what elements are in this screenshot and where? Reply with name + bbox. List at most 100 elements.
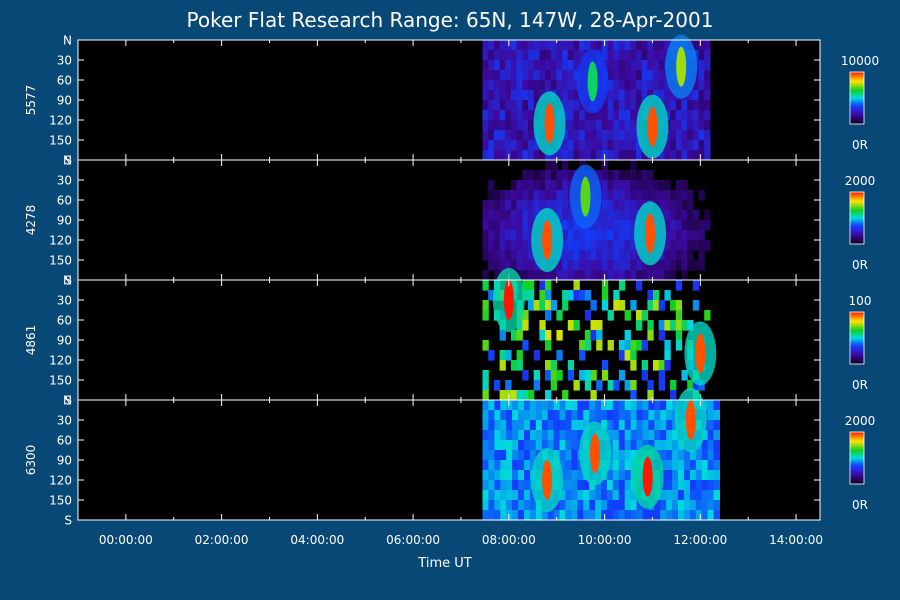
intensity-cell	[577, 490, 584, 501]
intensity-cell	[493, 210, 501, 221]
intensity-cell	[493, 40, 501, 51]
intensity-cell	[624, 190, 631, 201]
intensity-cell	[624, 70, 631, 81]
intensity-cell	[493, 260, 501, 271]
intensity-cell	[713, 420, 720, 431]
intensity-cell	[596, 130, 603, 141]
intensity-cell	[630, 100, 637, 111]
intensity-cell	[524, 430, 531, 441]
intensity-cell	[510, 70, 518, 81]
intensity-cell	[648, 400, 655, 411]
intensity-cell	[681, 370, 688, 381]
intensity-cell	[658, 320, 665, 331]
aurora-arc	[587, 61, 598, 102]
intensity-cell	[624, 90, 631, 101]
intensity-cell	[704, 120, 711, 131]
intensity-cell	[658, 150, 665, 161]
intensity-cell	[607, 90, 614, 101]
intensity-cell	[647, 190, 654, 201]
intensity-cell	[488, 140, 495, 151]
intensity-cell	[545, 180, 552, 191]
intensity-cell	[579, 270, 586, 281]
intensity-cell	[698, 90, 705, 101]
intensity-cell	[590, 320, 597, 331]
intensity-cell	[607, 150, 614, 161]
intensity-cell	[660, 440, 667, 451]
intensity-cell	[505, 230, 512, 241]
intensity-cell	[571, 470, 578, 481]
intensity-cell	[512, 470, 519, 481]
intensity-cell	[618, 180, 626, 191]
intensity-cell	[687, 240, 694, 251]
intensity-cell	[670, 210, 677, 221]
intensity-cell	[577, 470, 584, 481]
intensity-cell	[704, 210, 711, 221]
intensity-cell	[707, 500, 715, 511]
intensity-cell	[704, 110, 711, 121]
intensity-cell	[499, 110, 506, 121]
intensity-cell	[624, 260, 631, 271]
intensity-cell	[533, 210, 540, 221]
intensity-cell	[545, 150, 552, 161]
intensity-cell	[636, 180, 643, 191]
intensity-cell	[583, 400, 590, 411]
intensity-cell	[683, 470, 691, 481]
intensity-cell	[698, 40, 705, 51]
intensity-cell	[689, 470, 697, 481]
intensity-cell	[624, 240, 631, 251]
intensity-cell	[613, 270, 620, 281]
intensity-cell	[493, 90, 501, 101]
intensity-cell	[704, 140, 711, 151]
intensity-cell	[482, 460, 489, 471]
intensity-cell	[653, 290, 660, 301]
intensity-cell	[567, 320, 575, 331]
intensity-cell	[505, 120, 512, 131]
intensity-cell	[562, 230, 569, 241]
intensity-cell	[516, 220, 523, 231]
intensity-cell	[567, 150, 575, 161]
intensity-cell	[692, 260, 700, 271]
intensity-cell	[562, 270, 569, 281]
intensity-cell	[567, 260, 575, 271]
intensity-cell	[512, 490, 519, 501]
intensity-cell	[506, 510, 513, 521]
intensity-cell	[601, 370, 609, 381]
intensity-cell	[618, 240, 626, 251]
intensity-cell	[596, 340, 603, 351]
intensity-cell	[539, 170, 546, 181]
intensity-cell	[510, 40, 518, 51]
intensity-cell	[506, 430, 513, 441]
intensity-cell	[647, 80, 654, 91]
intensity-cell	[647, 330, 654, 341]
intensity-cell	[641, 270, 648, 281]
intensity-cell	[550, 380, 557, 391]
intensity-cell	[675, 250, 683, 261]
intensity-cell	[630, 410, 638, 421]
intensity-cell	[522, 230, 529, 241]
intensity-cell	[596, 380, 603, 391]
intensity-cell	[607, 40, 614, 51]
intensity-cell	[529, 410, 537, 421]
intensity-cell	[624, 110, 631, 121]
intensity-cell	[630, 340, 637, 351]
intensity-cell	[505, 110, 512, 121]
intensity-cell	[675, 300, 683, 311]
intensity-cell	[630, 270, 637, 281]
intensity-cell	[689, 500, 697, 511]
intensity-cell	[647, 40, 654, 51]
intensity-cell	[612, 490, 620, 501]
intensity-cell	[596, 260, 603, 271]
intensity-cell	[567, 70, 575, 81]
intensity-cell	[505, 70, 512, 81]
intensity-cell	[545, 300, 552, 311]
intensity-cell	[664, 110, 671, 121]
intensity-cell	[607, 220, 614, 231]
intensity-cell	[499, 230, 506, 241]
intensity-cell	[499, 330, 506, 341]
intensity-cell	[713, 410, 720, 421]
intensity-cell	[571, 400, 578, 411]
intensity-cell	[641, 360, 648, 371]
intensity-cell	[698, 250, 705, 261]
intensity-cell	[528, 110, 535, 121]
intensity-cell	[482, 50, 489, 61]
